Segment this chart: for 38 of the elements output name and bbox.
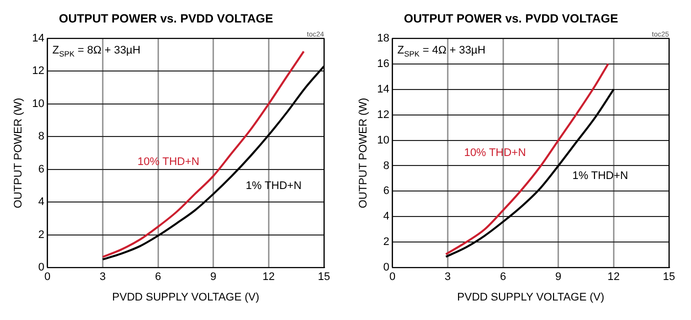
chart-title: OUTPUT POWER vs. PVDD VOLTAGE [58,12,274,26]
y-tick-label: 12 [32,65,44,78]
y-tick-label: 10 [32,98,44,110]
y-tick-label: 12 [377,108,390,121]
x-tick-label: 3 [444,271,451,284]
y-tick-label: 2 [383,236,390,248]
y-axis-title: OUTPUT POWER (W) [12,98,25,208]
y-tick-label: 6 [38,163,44,176]
y-axis-title: OUTPUT POWER (W) [358,98,370,208]
y-tick-label: 16 [377,58,390,70]
x-tick-label: 6 [155,271,162,284]
y-tick-label: 18 [377,32,390,44]
chart-title: OUTPUT POWER vs. PVDD VOLTAGE [404,12,618,26]
y-tick-label: 8 [38,130,44,143]
x-tick-label: 6 [500,271,506,284]
x-tick-label: 12 [608,271,620,284]
x-axis-title: PVDD SUPPLY VOLTAGE (V) [112,291,260,304]
x-tick-label: 12 [262,271,275,284]
y-tick-label: 4 [383,210,390,223]
y-tick-label: 14 [377,83,390,96]
series-label: 10% THD+N [138,156,200,168]
y-tick-label: 6 [383,185,390,198]
y-tick-label: 8 [383,160,390,172]
x-tick-label: 9 [555,271,562,284]
y-tick-label: 0 [383,262,390,274]
y-tick-label: 10 [377,134,390,146]
y-tick-label: 2 [38,228,44,241]
series-label: 1% THD+N [572,170,628,182]
x-tick-label: 9 [210,271,216,284]
y-tick-label: 4 [38,196,44,208]
x-tick-label: 15 [662,271,676,284]
x-tick-label: 3 [100,271,106,284]
x-axis-title: PVDD SUPPLY VOLTAGE (V) [457,291,604,304]
series-label: 10% THD+N [464,147,526,160]
y-tick-label: 0 [38,262,44,274]
x-tick-label: 15 [318,271,330,284]
series-label: 1% THD+N [246,180,302,192]
y-tick-label: 14 [32,32,44,44]
